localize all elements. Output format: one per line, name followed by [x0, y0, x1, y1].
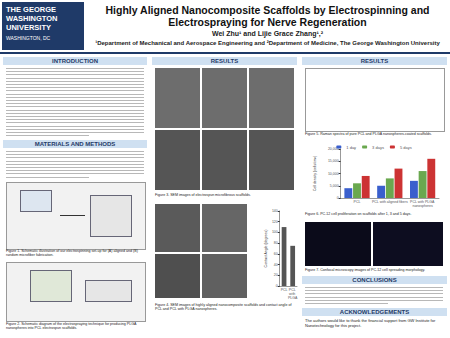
svg-text:with: with [289, 292, 297, 296]
svg-text:0: 0 [337, 196, 339, 200]
svg-text:0: 0 [276, 284, 278, 288]
html-text:WASHINGTON: WASHINGTON [6, 14, 58, 23]
svg-text:PCL: PCL [288, 288, 297, 292]
html-text:Figure 4. SEM images of highly: Figure 4. SEM images of highly aligned n… [155, 303, 292, 312]
svg-text:Contact Angle (degrees): Contact Angle (degrees) [264, 230, 268, 268]
svg-text:PCL with aligned fibers: PCL with aligned fibers [372, 200, 408, 204]
svg-text:5 days: 5 days [400, 145, 412, 150]
html-text:The authors would like to than: The authors would like to thank the fina… [305, 318, 436, 328]
svg-text:PLGA: PLGA [288, 296, 298, 300]
html-text:RESULTS: RESULTS [210, 58, 239, 64]
html-text:MATERIALS AND METHODS: MATERIALS AND METHODS [34, 141, 116, 147]
svg-text:PCL: PCL [354, 200, 361, 204]
html-text:CONCLUSIONS: CONCLUSIONS [352, 277, 397, 283]
svg-text:140: 140 [272, 209, 278, 213]
html-text:UNIVERSITY: UNIVERSITY [6, 23, 51, 32]
svg-text:PCL: PCL [281, 288, 288, 292]
html-text:Highly Aligned Nanocomposite S: Highly Aligned Nanocomposite Scaffolds b… [105, 4, 430, 29]
svg-text:5,000: 5,000 [330, 184, 339, 188]
html-text:Figure 3. SEM images of electr: Figure 3. SEM images of electrospun micr… [155, 193, 251, 197]
html-text:Figure 2. Schematic diagram of: Figure 2. Schematic diagram of the elect… [6, 322, 137, 331]
svg-text:nanospheres: nanospheres [412, 204, 432, 208]
svg-text:PCL with PLGA: PCL with PLGA [410, 200, 436, 204]
svg-text:20: 20 [274, 273, 278, 277]
svg-text:80: 80 [274, 241, 278, 245]
svg-text:60: 60 [274, 252, 278, 256]
html-text:RESULTS: RESULTS [360, 58, 389, 64]
svg-text:120: 120 [272, 220, 278, 224]
html-text:Figure 5. Raman spectra of pur: Figure 5. Raman spectra of pure PCL and … [305, 132, 432, 136]
svg-text:20,000: 20,000 [327, 147, 339, 151]
html-text:Figure 1. Schematic illustrati: Figure 1. Schematic illustration of our … [6, 249, 138, 258]
html-text:Figure 6. PC-12 cell prolifera: Figure 6. PC-12 cell proliferation on sc… [305, 212, 412, 216]
html-text:INTRODUCTION: INTRODUCTION [52, 58, 98, 64]
svg-text:100: 100 [272, 230, 278, 234]
svg-text:10,000: 10,000 [328, 172, 339, 176]
html-text:¹Department of Mechanical and: ¹Department of Mechanical and Aerospace … [95, 40, 440, 46]
html-text:ACKNOWLEDGEMENTS: ACKNOWLEDGEMENTS [339, 309, 410, 315]
html-text:WASHINGTON, DC: WASHINGTON, DC [6, 35, 51, 41]
svg-text:40: 40 [274, 263, 278, 267]
html-text:Figure 7. Confocal microscopy: Figure 7. Confocal microscopy images of … [305, 268, 425, 272]
svg-text:Cell density (cells/cm²): Cell density (cells/cm²) [313, 156, 317, 191]
svg-text:3 days: 3 days [372, 145, 384, 150]
svg-text:1 day: 1 day [346, 145, 356, 150]
svg-text:15,000: 15,000 [328, 159, 339, 163]
html-text:THE GEORGE: THE GEORGE [6, 5, 56, 14]
html-text:Wei Zhu¹ and Lijie Grace Zhang: Wei Zhu¹ and Lijie Grace Zhang¹,² [211, 30, 323, 37]
